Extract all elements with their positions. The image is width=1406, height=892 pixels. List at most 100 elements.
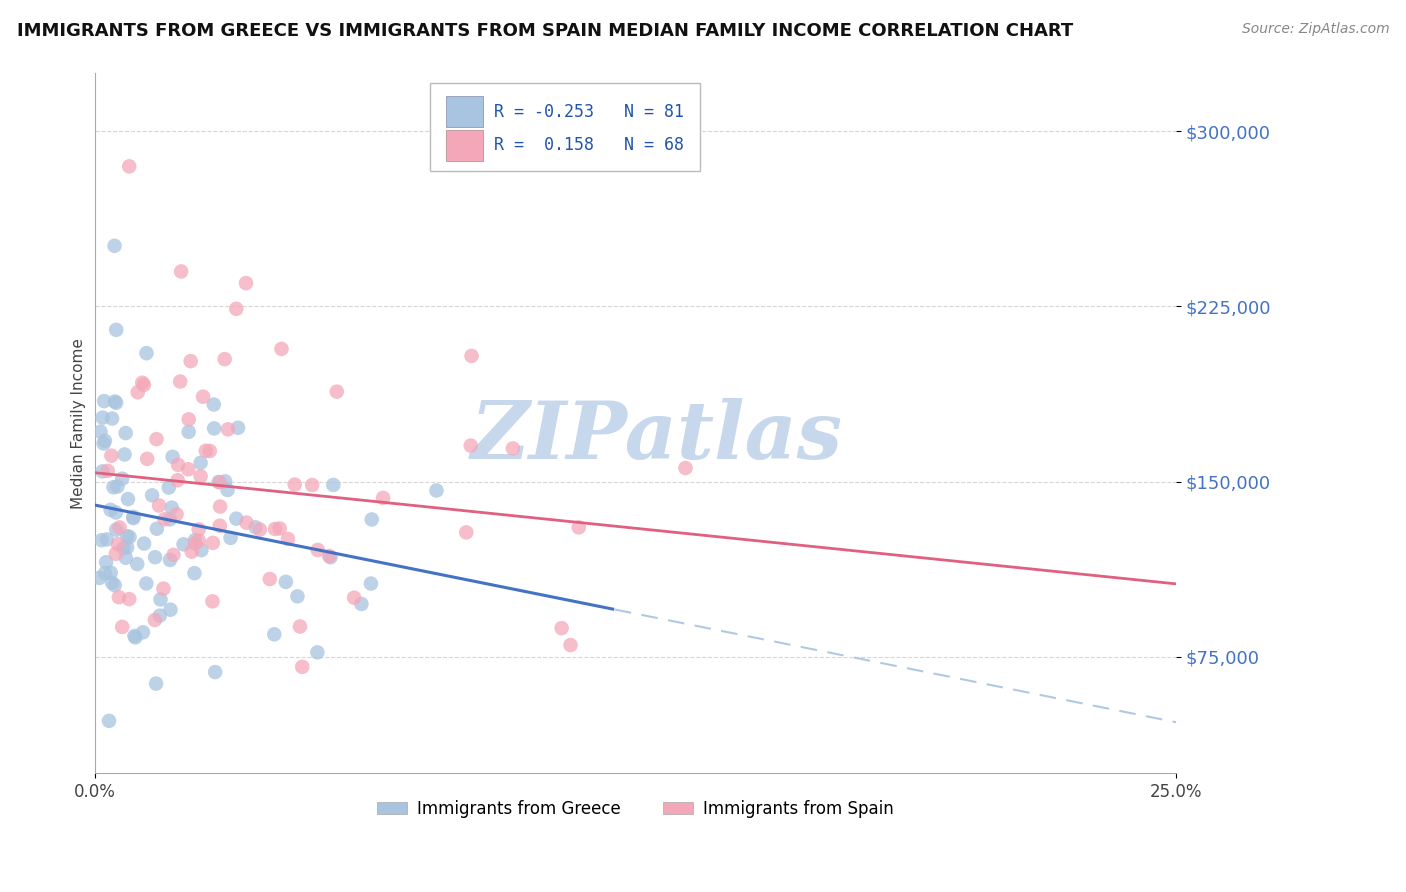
- Point: [149, 608, 172, 623]
- Point: [169, 375, 191, 389]
- Point: [263, 627, 285, 641]
- Point: [226, 421, 249, 435]
- Point: [104, 506, 127, 520]
- Point: [284, 477, 307, 491]
- Point: [108, 590, 131, 604]
- Point: [91, 410, 114, 425]
- Point: [225, 511, 247, 525]
- Point: [153, 512, 176, 526]
- Point: [160, 500, 183, 515]
- Point: [371, 491, 394, 505]
- Text: ZIPatlas: ZIPatlas: [471, 399, 844, 476]
- Point: [170, 264, 193, 278]
- Point: [89, 571, 111, 585]
- Point: [107, 537, 129, 551]
- Point: [201, 536, 224, 550]
- Point: [127, 557, 149, 571]
- Point: [307, 645, 329, 659]
- Point: [132, 536, 155, 550]
- Point: [201, 594, 224, 608]
- Point: [105, 523, 128, 537]
- Point: [100, 566, 122, 580]
- Point: [122, 511, 145, 525]
- Point: [149, 592, 172, 607]
- Point: [202, 397, 225, 411]
- Point: [274, 574, 297, 589]
- Point: [550, 621, 572, 635]
- Point: [343, 591, 366, 605]
- FancyBboxPatch shape: [446, 96, 482, 127]
- Point: [166, 507, 188, 521]
- Point: [141, 488, 163, 502]
- Point: [456, 525, 478, 540]
- Point: [301, 478, 323, 492]
- Point: [204, 665, 226, 679]
- Point: [132, 625, 155, 640]
- Point: [159, 603, 181, 617]
- Point: [568, 520, 591, 534]
- Point: [187, 533, 209, 548]
- Text: Source: ZipAtlas.com: Source: ZipAtlas.com: [1241, 22, 1389, 37]
- Point: [100, 449, 122, 463]
- Point: [270, 342, 292, 356]
- Point: [560, 638, 582, 652]
- Point: [104, 394, 127, 409]
- Point: [198, 444, 221, 458]
- Point: [118, 530, 141, 544]
- Point: [94, 434, 117, 448]
- Point: [319, 550, 342, 565]
- Point: [114, 448, 136, 462]
- Point: [103, 239, 125, 253]
- Point: [235, 516, 257, 530]
- Point: [502, 442, 524, 456]
- Point: [143, 613, 166, 627]
- Point: [162, 450, 184, 464]
- Point: [145, 432, 167, 446]
- Point: [249, 523, 271, 537]
- Point: [124, 629, 146, 643]
- Point: [460, 439, 482, 453]
- Point: [259, 572, 281, 586]
- Point: [180, 544, 202, 558]
- Point: [143, 550, 166, 565]
- Point: [162, 548, 184, 562]
- Point: [350, 597, 373, 611]
- Point: [103, 480, 125, 494]
- Text: R = -0.253   N = 81: R = -0.253 N = 81: [494, 103, 683, 120]
- Point: [217, 483, 239, 497]
- Point: [100, 503, 122, 517]
- Point: [173, 537, 195, 551]
- Point: [425, 483, 447, 498]
- Point: [360, 576, 382, 591]
- Point: [177, 425, 200, 439]
- Point: [460, 349, 482, 363]
- Point: [166, 473, 188, 487]
- Point: [291, 660, 314, 674]
- Point: [190, 543, 212, 558]
- Point: [214, 475, 236, 489]
- Point: [112, 541, 135, 556]
- Point: [225, 301, 247, 316]
- Point: [107, 479, 129, 493]
- Point: [122, 509, 145, 524]
- Point: [288, 619, 311, 633]
- Point: [217, 422, 239, 436]
- Point: [322, 478, 344, 492]
- Point: [287, 590, 309, 604]
- Point: [127, 385, 149, 400]
- Point: [124, 631, 146, 645]
- Point: [202, 421, 225, 435]
- Point: [183, 566, 205, 581]
- Point: [96, 533, 118, 547]
- Point: [111, 620, 134, 634]
- Point: [135, 346, 157, 360]
- Point: [148, 499, 170, 513]
- Point: [98, 714, 121, 728]
- Point: [97, 464, 120, 478]
- Point: [159, 512, 181, 526]
- Point: [94, 566, 117, 581]
- Point: [89, 425, 111, 439]
- Point: [91, 464, 114, 478]
- Point: [157, 481, 180, 495]
- Point: [159, 553, 181, 567]
